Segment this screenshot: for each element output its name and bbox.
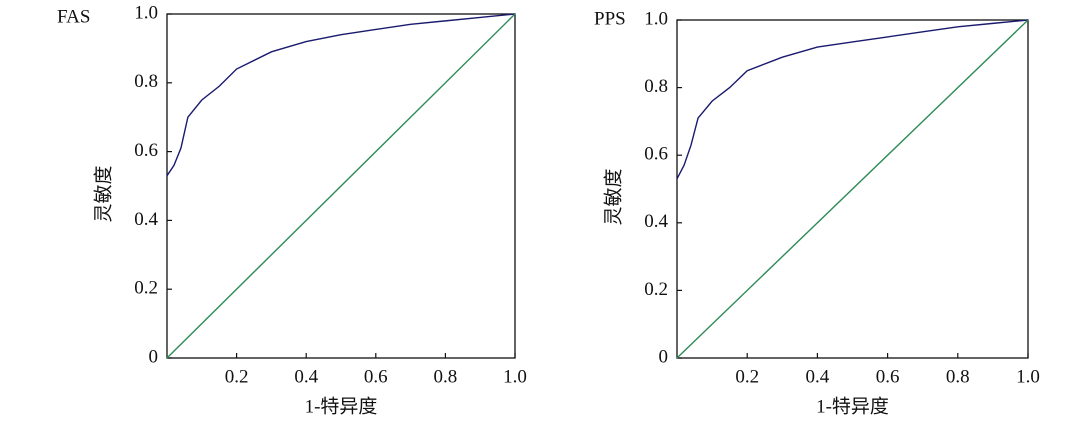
series-line xyxy=(676,19,1029,359)
x-tick-label: 1.0 xyxy=(503,366,527,387)
y-tick-label: 1.0 xyxy=(134,2,158,23)
x-tick-label: 0.6 xyxy=(876,366,900,387)
chart-title: PPS xyxy=(594,8,626,29)
x-tick-label: 0.4 xyxy=(806,366,830,387)
x-tick-label: 0.2 xyxy=(735,366,759,387)
x-tick-label: 1.0 xyxy=(1016,366,1040,387)
chart-title: FAS xyxy=(57,6,90,27)
y-tick-label: 0.2 xyxy=(644,279,668,300)
y-axis-label: 灵敏度 xyxy=(92,165,114,222)
x-tick-label: 0.2 xyxy=(225,366,249,387)
y-tick-label: 0.8 xyxy=(644,76,668,97)
y-tick-label: 0.2 xyxy=(134,278,158,299)
y-tick-label: 1.0 xyxy=(644,8,668,29)
y-tick-label: 0.8 xyxy=(134,71,158,92)
plot: FAS 0 0.2 0.4 0.6 0.8 1.0 0.2 0.4 0.6 0.8 1.0 1-特异度 灵… xyxy=(57,2,527,417)
x-tick-label: 0.8 xyxy=(434,366,458,387)
x-tick-label: 0.6 xyxy=(364,366,388,387)
x-axis-label: 1-特异度 xyxy=(305,395,378,417)
series-line xyxy=(166,13,516,359)
series-line xyxy=(166,13,516,177)
plot-frame xyxy=(166,13,516,359)
plot: PPS 0 0.2 0.4 0.6 0.8 1.0 0.2 0.4 0.6 0.8 1.0 1-特异度 灵… xyxy=(594,8,1040,417)
y-axis-label: 灵敏度 xyxy=(602,168,624,225)
y-tick-label: 0 xyxy=(659,346,669,367)
plot-frame xyxy=(676,19,1029,359)
y-tick-label: 0.4 xyxy=(644,211,668,232)
x-axis-label: 1-特异度 xyxy=(816,395,889,417)
x-tick-label: 0.4 xyxy=(294,366,318,387)
y-tick-label: 0.4 xyxy=(134,209,158,230)
y-tick-label: 0.6 xyxy=(134,140,158,161)
series-line xyxy=(676,19,1029,180)
y-tick-label: 0 xyxy=(149,346,159,367)
y-tick-label: 0.6 xyxy=(644,144,668,165)
x-tick-label: 0.8 xyxy=(946,366,970,387)
